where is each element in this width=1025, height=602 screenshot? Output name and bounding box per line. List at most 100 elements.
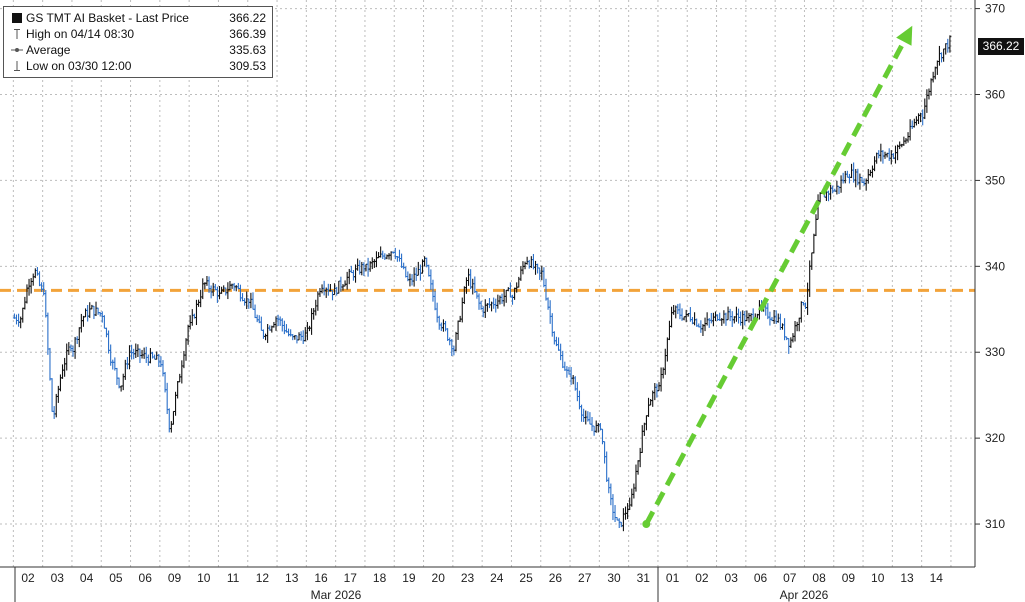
ohlc-bar xyxy=(636,460,640,475)
ohlc-bar xyxy=(136,344,140,358)
ohlc-bar xyxy=(410,274,414,286)
ohlc-bar xyxy=(282,320,286,335)
ohlc-bar xyxy=(144,346,148,364)
ohlc-bar xyxy=(414,267,418,281)
ohlc-bar xyxy=(84,308,88,318)
ohlc-bar xyxy=(933,66,937,80)
ohlc-bar xyxy=(176,380,180,399)
ohlc-bar xyxy=(487,297,491,309)
ohlc-bar xyxy=(404,266,408,278)
ohlc-bar xyxy=(944,43,948,55)
ohlc-bar xyxy=(737,308,741,324)
ohlc-bar xyxy=(310,308,314,335)
ohlc-bar xyxy=(437,315,441,330)
black-square-icon xyxy=(12,13,22,23)
ohlc-bar xyxy=(86,305,90,322)
ohlc-bar xyxy=(707,318,711,328)
ohlc-bar xyxy=(171,410,175,425)
ohlc-bar xyxy=(253,304,257,319)
trend-arrow-head xyxy=(896,25,913,46)
ohlc-bar xyxy=(630,488,634,507)
x-tick-label: 19 xyxy=(402,571,416,585)
ohlc-bar xyxy=(318,288,322,297)
ohlc-bar xyxy=(23,296,27,310)
x-month-label: Apr 2026 xyxy=(780,588,829,602)
ohlc-bar xyxy=(667,320,671,341)
ohlc-bar xyxy=(234,285,238,292)
ohlc-bar xyxy=(56,385,60,403)
ohlc-bar xyxy=(148,348,152,364)
ohlc-bar xyxy=(278,316,282,326)
ohlc-bar xyxy=(875,152,879,164)
ohlc-bar xyxy=(739,311,743,326)
ohlc-bar xyxy=(33,268,37,279)
ohlc-bar xyxy=(873,156,877,172)
x-tick-label: 27 xyxy=(578,571,592,585)
ohlc-bar xyxy=(780,323,784,330)
ohlc-bar xyxy=(649,399,653,406)
ohlc-bar xyxy=(180,360,184,384)
ohlc-bar xyxy=(896,144,900,161)
legend-row-low: Low on 03/30 12:00 309.53 xyxy=(4,58,272,74)
ohlc-bar xyxy=(197,299,201,307)
ohlc-bar xyxy=(169,421,173,433)
legend-value-last-price: 366.22 xyxy=(229,11,266,25)
ohlc-bar xyxy=(889,150,893,165)
ohlc-bar xyxy=(96,307,100,315)
y-tick-label: 350 xyxy=(985,173,1005,187)
ohlc-bar xyxy=(416,261,420,276)
ohlc-bar xyxy=(521,261,525,275)
ohlc-bar xyxy=(948,35,952,53)
ohlc-bar xyxy=(153,354,157,360)
x-tick-label: 03 xyxy=(725,571,739,585)
x-tick-label: 02 xyxy=(695,571,709,585)
ohlc-bar xyxy=(670,306,674,328)
ohlc-bar xyxy=(38,271,42,287)
ohlc-bar xyxy=(429,269,433,291)
ohlc-bar xyxy=(264,333,268,341)
ohlc-bar xyxy=(946,38,950,53)
ohlc-bar xyxy=(397,249,401,262)
ohlc-bar xyxy=(730,311,734,327)
ohlc-bar xyxy=(287,328,291,337)
ohlc-bar xyxy=(483,299,487,318)
ohlc-bar xyxy=(297,332,301,341)
ohlc-bar xyxy=(61,364,65,379)
ohlc-bar xyxy=(791,333,795,343)
ohlc-bar xyxy=(845,170,849,178)
ohlc-bar xyxy=(879,143,883,162)
ohlc-bar xyxy=(345,271,349,290)
x-tick-label: 30 xyxy=(607,571,621,585)
x-tick-label: 03 xyxy=(51,571,65,585)
ohlc-bar xyxy=(366,257,370,277)
ohlc-bar xyxy=(433,290,437,311)
ohlc-bar xyxy=(810,252,814,270)
ohlc-bar xyxy=(94,301,98,317)
y-tick-label: 370 xyxy=(985,2,1005,16)
ohlc-bar xyxy=(356,258,360,271)
ohlc-bar xyxy=(266,324,270,343)
ohlc-bar xyxy=(877,150,881,159)
ohlc-bar xyxy=(607,477,611,494)
ohlc-bar xyxy=(435,302,439,323)
ohlc-bar xyxy=(349,265,353,274)
x-tick-label: 01 xyxy=(666,571,680,585)
ohlc-bar xyxy=(104,327,108,338)
ohlc-bar xyxy=(115,367,119,385)
ohlc-bar xyxy=(504,289,508,303)
ohlc-bar xyxy=(827,190,831,202)
ohlc-bar xyxy=(741,310,745,330)
x-tick-label: 18 xyxy=(373,571,387,585)
ohlc-bar xyxy=(111,359,115,370)
ohlc-bar xyxy=(54,393,58,418)
ohlc-bar xyxy=(850,163,854,179)
chart-legend: GS TMT AI Basket - Last Price 366.22 Hig… xyxy=(3,6,273,78)
ohlc-bar xyxy=(201,278,205,300)
ohlc-bar xyxy=(14,314,18,325)
ohlc-bar xyxy=(35,267,39,276)
ohlc-bar xyxy=(705,312,709,326)
ohlc-bar xyxy=(444,320,448,332)
ohlc-bar xyxy=(703,317,707,332)
y-tick-label: 310 xyxy=(985,517,1005,531)
ohlc-bar xyxy=(21,307,25,323)
